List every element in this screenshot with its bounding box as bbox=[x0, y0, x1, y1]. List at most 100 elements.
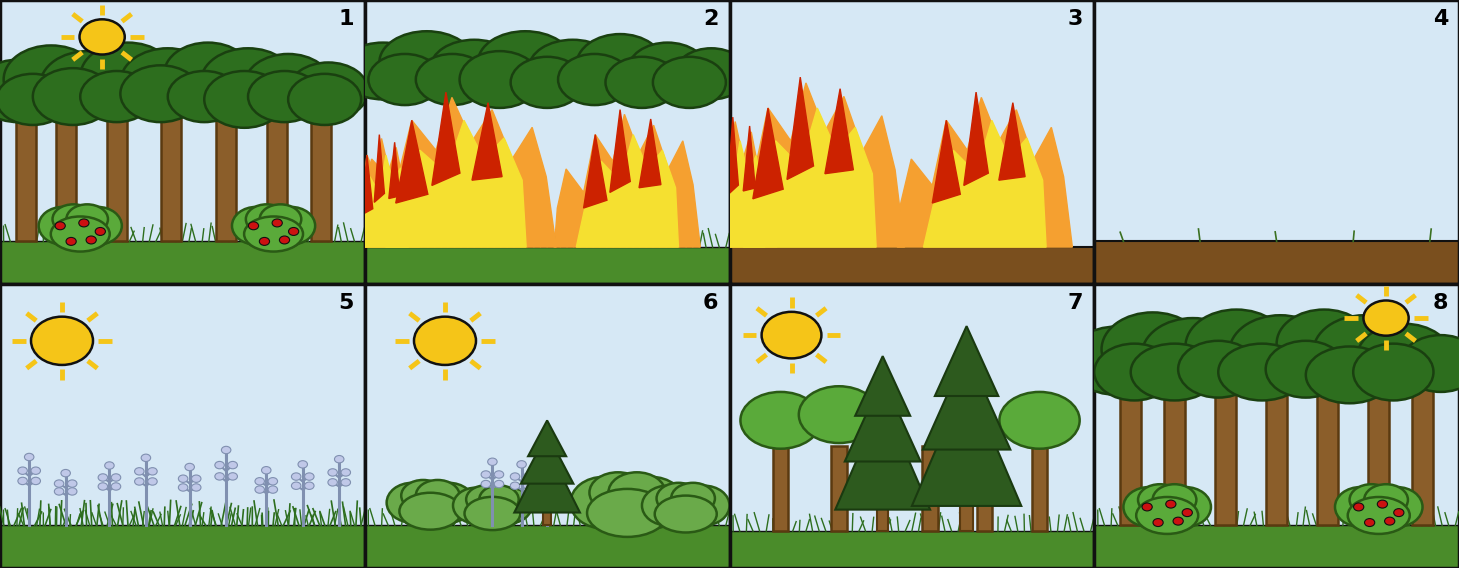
Circle shape bbox=[1364, 519, 1374, 527]
Polygon shape bbox=[554, 114, 700, 247]
Ellipse shape bbox=[1335, 487, 1386, 527]
Circle shape bbox=[111, 483, 121, 490]
Circle shape bbox=[305, 473, 314, 481]
Polygon shape bbox=[932, 120, 960, 203]
Circle shape bbox=[214, 473, 225, 480]
Ellipse shape bbox=[39, 207, 88, 245]
Circle shape bbox=[67, 488, 77, 495]
Polygon shape bbox=[521, 433, 573, 484]
Circle shape bbox=[105, 462, 114, 469]
Circle shape bbox=[95, 227, 105, 235]
Polygon shape bbox=[897, 98, 1072, 247]
Circle shape bbox=[543, 458, 552, 465]
Ellipse shape bbox=[1131, 487, 1204, 533]
Circle shape bbox=[1173, 517, 1183, 525]
Circle shape bbox=[1153, 519, 1163, 527]
Text: 5: 5 bbox=[338, 293, 355, 312]
Bar bbox=[730, 531, 1094, 568]
Ellipse shape bbox=[1102, 312, 1204, 386]
Bar bbox=[1094, 241, 1459, 284]
Circle shape bbox=[98, 474, 108, 481]
Circle shape bbox=[191, 484, 201, 491]
Circle shape bbox=[134, 478, 144, 485]
Circle shape bbox=[414, 316, 476, 365]
Text: 8: 8 bbox=[1433, 293, 1447, 312]
Polygon shape bbox=[374, 135, 385, 202]
Circle shape bbox=[61, 469, 70, 477]
Ellipse shape bbox=[232, 207, 280, 245]
Polygon shape bbox=[473, 103, 502, 180]
Ellipse shape bbox=[244, 216, 303, 252]
Text: 6: 6 bbox=[703, 293, 719, 312]
Circle shape bbox=[255, 486, 264, 493]
Ellipse shape bbox=[671, 483, 715, 514]
Ellipse shape bbox=[657, 483, 700, 514]
Circle shape bbox=[289, 227, 299, 235]
Circle shape bbox=[1142, 503, 1153, 511]
Ellipse shape bbox=[642, 486, 693, 525]
Circle shape bbox=[549, 480, 559, 487]
Polygon shape bbox=[528, 420, 566, 456]
Ellipse shape bbox=[1401, 335, 1459, 392]
Circle shape bbox=[535, 480, 546, 487]
Ellipse shape bbox=[430, 40, 518, 97]
Circle shape bbox=[1364, 300, 1409, 336]
Ellipse shape bbox=[245, 54, 333, 116]
Polygon shape bbox=[744, 108, 875, 247]
Bar bbox=[311, 114, 331, 241]
Polygon shape bbox=[362, 155, 374, 215]
Circle shape bbox=[261, 466, 271, 474]
Polygon shape bbox=[395, 120, 427, 203]
Polygon shape bbox=[935, 326, 998, 396]
Circle shape bbox=[222, 446, 231, 454]
Polygon shape bbox=[388, 142, 400, 198]
Ellipse shape bbox=[1348, 497, 1409, 534]
Ellipse shape bbox=[387, 483, 438, 523]
Ellipse shape bbox=[80, 71, 153, 122]
Ellipse shape bbox=[39, 51, 134, 119]
Circle shape bbox=[66, 237, 76, 245]
Text: 7: 7 bbox=[1068, 293, 1083, 312]
Ellipse shape bbox=[800, 386, 878, 443]
Polygon shape bbox=[357, 155, 409, 247]
Ellipse shape bbox=[486, 487, 531, 524]
Circle shape bbox=[298, 461, 308, 468]
Ellipse shape bbox=[66, 204, 108, 234]
Ellipse shape bbox=[654, 57, 727, 108]
Ellipse shape bbox=[1306, 346, 1393, 403]
Circle shape bbox=[524, 473, 533, 481]
Ellipse shape bbox=[1354, 344, 1433, 400]
Circle shape bbox=[260, 237, 270, 245]
Ellipse shape bbox=[581, 476, 674, 535]
Bar bbox=[0, 525, 365, 568]
Ellipse shape bbox=[649, 486, 722, 531]
Bar bbox=[267, 114, 287, 241]
Polygon shape bbox=[639, 119, 661, 187]
Circle shape bbox=[255, 478, 264, 485]
Bar bbox=[1121, 383, 1141, 525]
Polygon shape bbox=[824, 89, 854, 174]
Circle shape bbox=[142, 454, 150, 462]
Ellipse shape bbox=[80, 43, 175, 111]
Ellipse shape bbox=[45, 207, 115, 250]
Circle shape bbox=[1166, 500, 1176, 508]
Bar bbox=[730, 247, 1094, 284]
Polygon shape bbox=[999, 103, 1026, 180]
Bar bbox=[0, 241, 365, 284]
Polygon shape bbox=[385, 120, 527, 247]
Ellipse shape bbox=[587, 489, 668, 537]
Polygon shape bbox=[845, 378, 921, 461]
Bar bbox=[773, 446, 788, 531]
Ellipse shape bbox=[576, 34, 664, 97]
Circle shape bbox=[341, 479, 350, 486]
Circle shape bbox=[328, 469, 337, 476]
Ellipse shape bbox=[416, 54, 489, 105]
Circle shape bbox=[305, 482, 314, 490]
Ellipse shape bbox=[1131, 344, 1218, 400]
Ellipse shape bbox=[34, 68, 114, 125]
Ellipse shape bbox=[511, 57, 584, 108]
Ellipse shape bbox=[379, 31, 474, 94]
Ellipse shape bbox=[51, 216, 109, 252]
Bar bbox=[365, 247, 730, 284]
Ellipse shape bbox=[557, 54, 632, 105]
